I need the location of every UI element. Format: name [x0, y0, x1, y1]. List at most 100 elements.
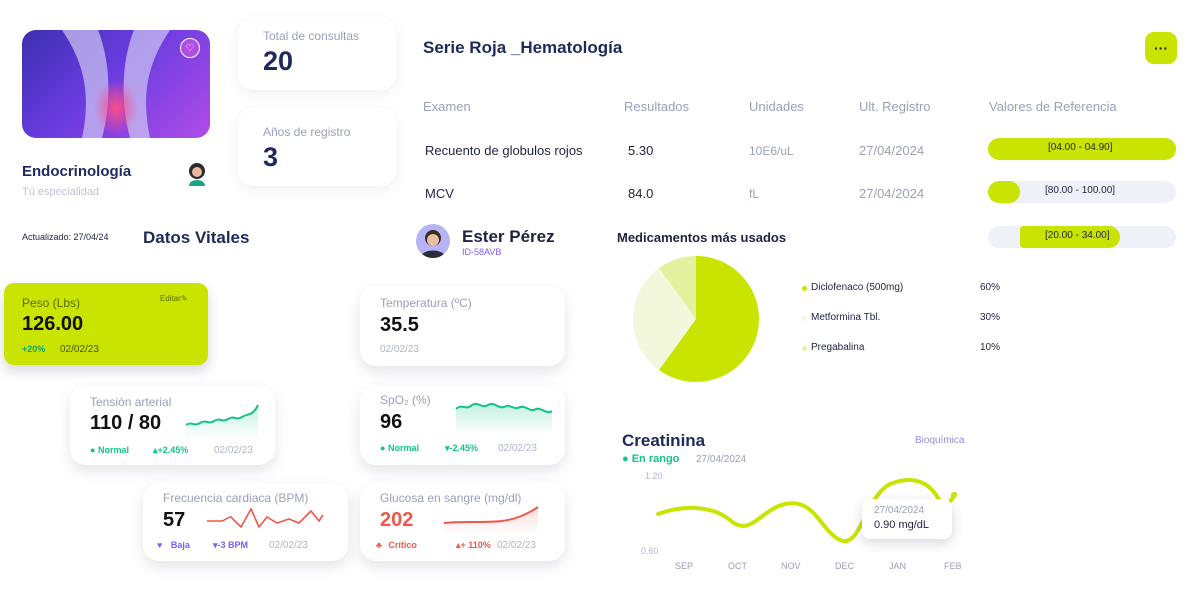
x-axis: SEP OCT NOV DEC JAN FEB — [665, 561, 985, 575]
legend-label: Diclofenaco (500mg) — [811, 282, 904, 293]
vital-label: Temperatura (ºC) — [380, 296, 472, 310]
row-exam: Recuento de globulos rojos — [425, 143, 583, 158]
vital-delta-value: +2.45% — [157, 445, 189, 455]
more-options-button[interactable]: ··· — [1145, 32, 1177, 64]
vital-value: 96 — [380, 411, 403, 433]
status-badge: ♣ Crítico — [376, 540, 417, 550]
x-tick: JAN — [889, 561, 907, 571]
x-tick: SEP — [675, 561, 694, 571]
legend-label: Pregabalina — [811, 342, 865, 353]
legend-percent: 10% — [980, 342, 1001, 353]
sparkline — [186, 404, 259, 439]
status-badge: ♥ Baja — [157, 540, 190, 550]
reference-bar: [80.00 - 100.00] — [988, 181, 1176, 203]
creatinine-status-label: En rango — [631, 453, 680, 465]
meds-pie-chart — [633, 256, 759, 382]
vital-card-heart-rate[interactable]: Frecuencia cardiaca (BPM) 57 ♥ Baja ▾-3 … — [143, 483, 348, 561]
x-tick: FEB — [944, 561, 962, 571]
vital-date: 02/02/23 — [214, 445, 253, 456]
specialty-image[interactable]: ♡ — [22, 30, 210, 138]
edit-button[interactable]: Editar✎ — [160, 294, 188, 303]
vitals-title: Datos Vitales — [143, 228, 250, 247]
heartbeat-sparkline — [207, 507, 324, 529]
status-label: Baja — [170, 540, 190, 550]
vital-card-glucose[interactable]: Glucosa en sangre (mg/dl) 202 ♣ Crítico … — [360, 483, 565, 561]
vital-delta-value: -3 BPM — [217, 540, 249, 550]
creatinine-status: ● En rango — [622, 453, 679, 465]
col-exam: Examen — [423, 99, 471, 114]
x-tick: DEC — [835, 561, 855, 571]
updated-label: Actualizado: 27/04/24 — [22, 232, 109, 242]
status-label: Crítico — [388, 540, 417, 550]
y-axis-max: 1.20 — [645, 471, 663, 481]
vital-card-spo2[interactable]: SpO₂ (%) 96 ● Normal ▾-2.45% 02/02/23 — [360, 385, 565, 465]
reference-range: [20.00 - 34.00] — [1045, 230, 1110, 241]
lab-title: Serie Roja _Hematología — [423, 38, 623, 57]
arrow-down-icon: ▾ — [213, 540, 218, 550]
vital-label: SpO₂ (%) — [380, 393, 431, 407]
row-exam: MCV — [425, 186, 454, 201]
legend-dot — [802, 286, 807, 291]
col-unit: Unidades — [749, 99, 804, 114]
check-circle-icon: ● — [622, 453, 629, 465]
check-circle-icon: ● — [90, 445, 96, 455]
col-date: Ult. Registro — [859, 99, 931, 114]
col-reference: Valores de Referencia — [989, 99, 1117, 114]
creatinine-line — [656, 478, 957, 544]
specialty-name: Endocrinología — [22, 163, 132, 180]
status-label: Normal — [387, 443, 419, 453]
reference-range: [04.00 - 04.90] — [1048, 142, 1113, 153]
creatinine-title: Creatinina — [622, 431, 706, 450]
stat-card-consultations: Total de consultas 20 — [238, 18, 396, 90]
vital-date: 02/02/23 — [380, 344, 419, 355]
row-date: 27/04/2024 — [859, 186, 925, 201]
vital-card-blood-pressure[interactable]: Tensión arterial 110 / 80 ● Normal ▴+2.4… — [70, 385, 275, 465]
x-tick: OCT — [728, 561, 747, 571]
patient-avatar[interactable] — [416, 224, 450, 258]
reference-bar-fill — [1020, 226, 1120, 248]
reference-bar: [20.00 - 34.00] — [988, 226, 1176, 248]
row-unit: fL — [749, 187, 760, 201]
stat-value: 3 — [263, 142, 279, 172]
vital-delta: +20% — [22, 344, 46, 354]
specialty-subtitle: Tú especialidad — [22, 186, 100, 198]
arrow-down-icon: ▾ — [445, 443, 450, 453]
vital-date: 02/02/23 — [497, 540, 536, 551]
vital-value: 126.00 — [22, 313, 84, 335]
vital-label: Frecuencia cardiaca (BPM) — [163, 491, 309, 505]
vital-value: 110 / 80 — [90, 412, 162, 434]
creatinine-category[interactable]: Bioquímica — [915, 435, 965, 446]
vital-delta-value: + 110% — [460, 540, 491, 550]
legend-label: Metformina Tbl. — [811, 312, 881, 323]
row-date: 27/04/2024 — [859, 143, 925, 158]
vital-date: 02/02/23 — [60, 344, 99, 355]
vital-label: Tensión arterial — [90, 395, 172, 409]
heart-icon: ♥ — [157, 540, 163, 550]
legend-dot — [802, 346, 807, 351]
vital-card-weight[interactable]: Peso (Lbs) Editar✎ 126.00 +20% 02/02/23 — [4, 283, 208, 365]
pie-slice[interactable] — [658, 256, 759, 382]
legend-dot — [802, 316, 807, 321]
creatinine-point[interactable] — [951, 492, 957, 498]
vital-label: Glucosa en sangre (mg/dl) — [380, 491, 522, 505]
more-icon: ··· — [1154, 40, 1168, 56]
reference-bar: [04.00 - 04.90] — [988, 138, 1176, 160]
vital-delta: ▴+2.45% — [153, 445, 188, 456]
vital-date: 02/02/23 — [269, 540, 308, 551]
edit-label: Editar — [160, 294, 181, 303]
patient-name: Ester Pérez — [462, 227, 555, 246]
stat-label: Años de registro — [263, 125, 351, 139]
favorite-button[interactable]: ♡ — [180, 38, 200, 58]
sparkline — [456, 402, 553, 435]
pencil-icon: ✎ — [180, 294, 188, 303]
stat-value: 20 — [263, 46, 294, 76]
status-badge: ● Normal — [380, 443, 419, 453]
chart-tooltip: 27/04/2024 0.90 mg/dL — [862, 499, 952, 539]
pie-slice[interactable] — [658, 256, 696, 319]
tooltip-value: 0.90 mg/dL — [874, 519, 930, 531]
reference-bar-fill — [988, 181, 1020, 203]
vital-value: 35.5 — [380, 314, 419, 336]
pie-slice[interactable] — [633, 268, 696, 370]
vital-card-temperature[interactable]: Temperatura (ºC) 35.5 02/02/23 — [360, 286, 565, 366]
check-circle-icon: ● — [380, 443, 386, 453]
